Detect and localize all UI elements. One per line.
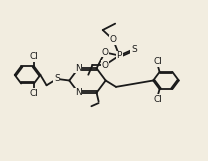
Text: S: S: [54, 74, 60, 83]
Text: O: O: [101, 61, 108, 70]
Text: N: N: [75, 88, 82, 97]
Text: O: O: [101, 48, 108, 57]
Text: S: S: [131, 45, 137, 54]
Text: Cl: Cl: [153, 57, 162, 66]
Text: O: O: [110, 35, 117, 44]
Text: N: N: [75, 64, 82, 73]
Text: Cl: Cl: [30, 89, 38, 98]
Text: Cl: Cl: [30, 52, 38, 61]
Text: P: P: [117, 51, 122, 60]
Text: Cl: Cl: [153, 95, 162, 104]
